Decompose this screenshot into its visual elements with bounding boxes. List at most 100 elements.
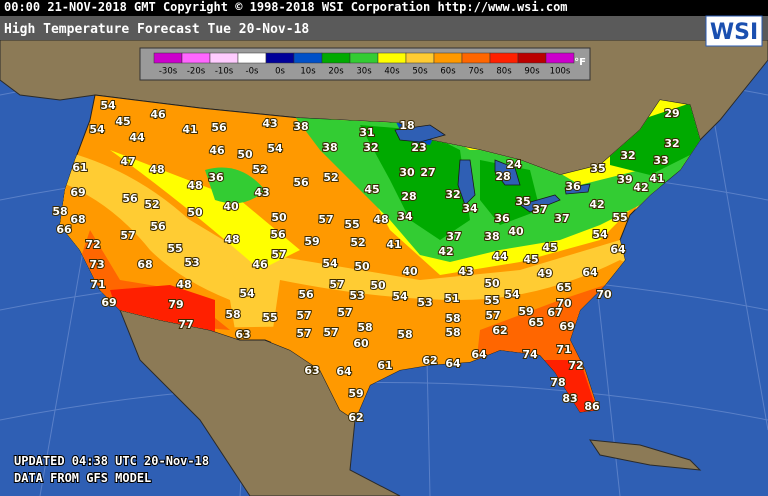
source: DATA FROM GFS MODEL bbox=[14, 471, 151, 485]
temperature: 40 bbox=[508, 225, 524, 238]
temperature: 41 bbox=[386, 238, 401, 251]
temperature: 51 bbox=[444, 292, 459, 305]
temperature: 48 bbox=[187, 179, 202, 192]
temperature: 32 bbox=[363, 141, 378, 154]
cuba bbox=[588, 439, 702, 471]
legend-label: 70s bbox=[468, 67, 484, 77]
temperature: 38 bbox=[484, 230, 499, 243]
temperature: 50 bbox=[237, 148, 253, 161]
temperature: 48 bbox=[373, 213, 388, 226]
temperature: 69 bbox=[70, 186, 85, 199]
temperature: 50 bbox=[370, 279, 386, 292]
temperature: 69 bbox=[101, 296, 116, 309]
temperature: 65 bbox=[556, 281, 571, 294]
temperature: 55 bbox=[484, 294, 499, 307]
temperature: 32 bbox=[445, 188, 460, 201]
temperature: 72 bbox=[568, 359, 583, 372]
temperature: 40 bbox=[402, 265, 418, 278]
logo-box bbox=[705, 15, 763, 47]
temperature: 63 bbox=[235, 328, 250, 341]
temperature: 62 bbox=[492, 324, 507, 337]
legend: -30s -20s -10s -0s 0s 10s 20s 30s 40s 50s 60s 70s 80… bbox=[153, 52, 575, 77]
banner-bar bbox=[0, 0, 768, 16]
temperature: 60 bbox=[353, 337, 369, 350]
temperature: 74 bbox=[522, 348, 538, 361]
temperature: 34 bbox=[397, 210, 413, 223]
temperature: 62 bbox=[348, 411, 363, 424]
temperature: 38 bbox=[293, 120, 308, 133]
temperature: 53 bbox=[184, 256, 199, 269]
temperature: 50 bbox=[187, 206, 203, 219]
legend-swatch bbox=[545, 52, 575, 64]
temperature: 43 bbox=[254, 186, 269, 199]
temperature: 28 bbox=[401, 190, 416, 203]
temperature: 57 bbox=[318, 213, 333, 226]
legend-label: 40s bbox=[384, 67, 400, 77]
temperature: 46 bbox=[209, 144, 225, 157]
temperature: 58 bbox=[357, 321, 372, 334]
temperature: 31 bbox=[359, 126, 374, 139]
temperature: 54 bbox=[322, 257, 338, 270]
temperature: 29 bbox=[664, 107, 679, 120]
temperature: 59 bbox=[348, 387, 363, 400]
temperature: 52 bbox=[350, 236, 365, 249]
banner: 00:00 21-NOV-2018 GMT Copyright © 1998-2… bbox=[4, 0, 568, 14]
temperature: 58 bbox=[225, 308, 240, 321]
temperature: 45 bbox=[364, 183, 379, 196]
legend-swatch bbox=[153, 52, 183, 64]
temperature: 50 bbox=[271, 211, 287, 224]
temperature: 56 bbox=[293, 176, 309, 189]
temperature: 48 bbox=[224, 233, 239, 246]
temperature: 42 bbox=[438, 245, 453, 258]
temperature: 41 bbox=[182, 123, 197, 136]
temperature: 52 bbox=[252, 163, 267, 176]
temperature: 36 bbox=[565, 180, 581, 193]
temperature: 57 bbox=[271, 248, 286, 261]
temperature: 56 bbox=[150, 220, 166, 233]
temperature: 35 bbox=[515, 195, 530, 208]
legend-swatch bbox=[349, 52, 379, 64]
temperature: 57 bbox=[296, 327, 311, 340]
temperature: 44 bbox=[129, 131, 145, 144]
temperature: 57 bbox=[337, 306, 352, 319]
temperature: 53 bbox=[349, 289, 364, 302]
temperature: 45 bbox=[115, 115, 130, 128]
temperature: 59 bbox=[304, 235, 319, 248]
temperature: 65 bbox=[528, 316, 543, 329]
legend-swatch bbox=[209, 52, 239, 64]
legend-swatch bbox=[433, 52, 463, 64]
temperature: 64 bbox=[610, 243, 626, 256]
temperature: 38 bbox=[322, 141, 337, 154]
temperature: 61 bbox=[377, 359, 392, 372]
temperature: 59 bbox=[518, 305, 533, 318]
temperature: 86 bbox=[584, 400, 600, 413]
temperature: 52 bbox=[323, 171, 338, 184]
temperature: 47 bbox=[120, 155, 135, 168]
legend-label: -20s bbox=[187, 67, 206, 77]
temperature: 50 bbox=[484, 277, 500, 290]
temperature: 40 bbox=[223, 200, 239, 213]
updated: UPDATED 04:38 UTC 20-Nov-18 bbox=[14, 454, 209, 468]
temperature: 46 bbox=[252, 258, 268, 271]
temperature: 43 bbox=[458, 265, 473, 278]
legend-label: 90s bbox=[524, 67, 540, 77]
temperature-labels: 54 45 46 54 44 41 56 43 38 31 18 32 46 50 54 38 23 47 48 52… bbox=[51, 98, 680, 425]
temperature: 58 bbox=[52, 205, 67, 218]
legend-label: 20s bbox=[328, 67, 344, 77]
legend-label: -10s bbox=[215, 67, 234, 77]
temperature: 69 bbox=[559, 320, 574, 333]
legend-label: -30s bbox=[159, 67, 178, 77]
legend-swatch bbox=[181, 52, 211, 64]
temperature: 55 bbox=[262, 311, 277, 324]
legend-swatch bbox=[405, 52, 435, 64]
temperature: 70 bbox=[556, 297, 572, 310]
legend-label: 0s bbox=[275, 67, 285, 77]
temperature: 53 bbox=[417, 296, 432, 309]
temperature: 64 bbox=[471, 348, 487, 361]
temperature: 36 bbox=[494, 212, 510, 225]
temperature: 37 bbox=[446, 230, 461, 243]
temperature: 27 bbox=[420, 166, 435, 179]
legend-unit: °F bbox=[574, 57, 586, 68]
temperature: 37 bbox=[554, 212, 569, 225]
